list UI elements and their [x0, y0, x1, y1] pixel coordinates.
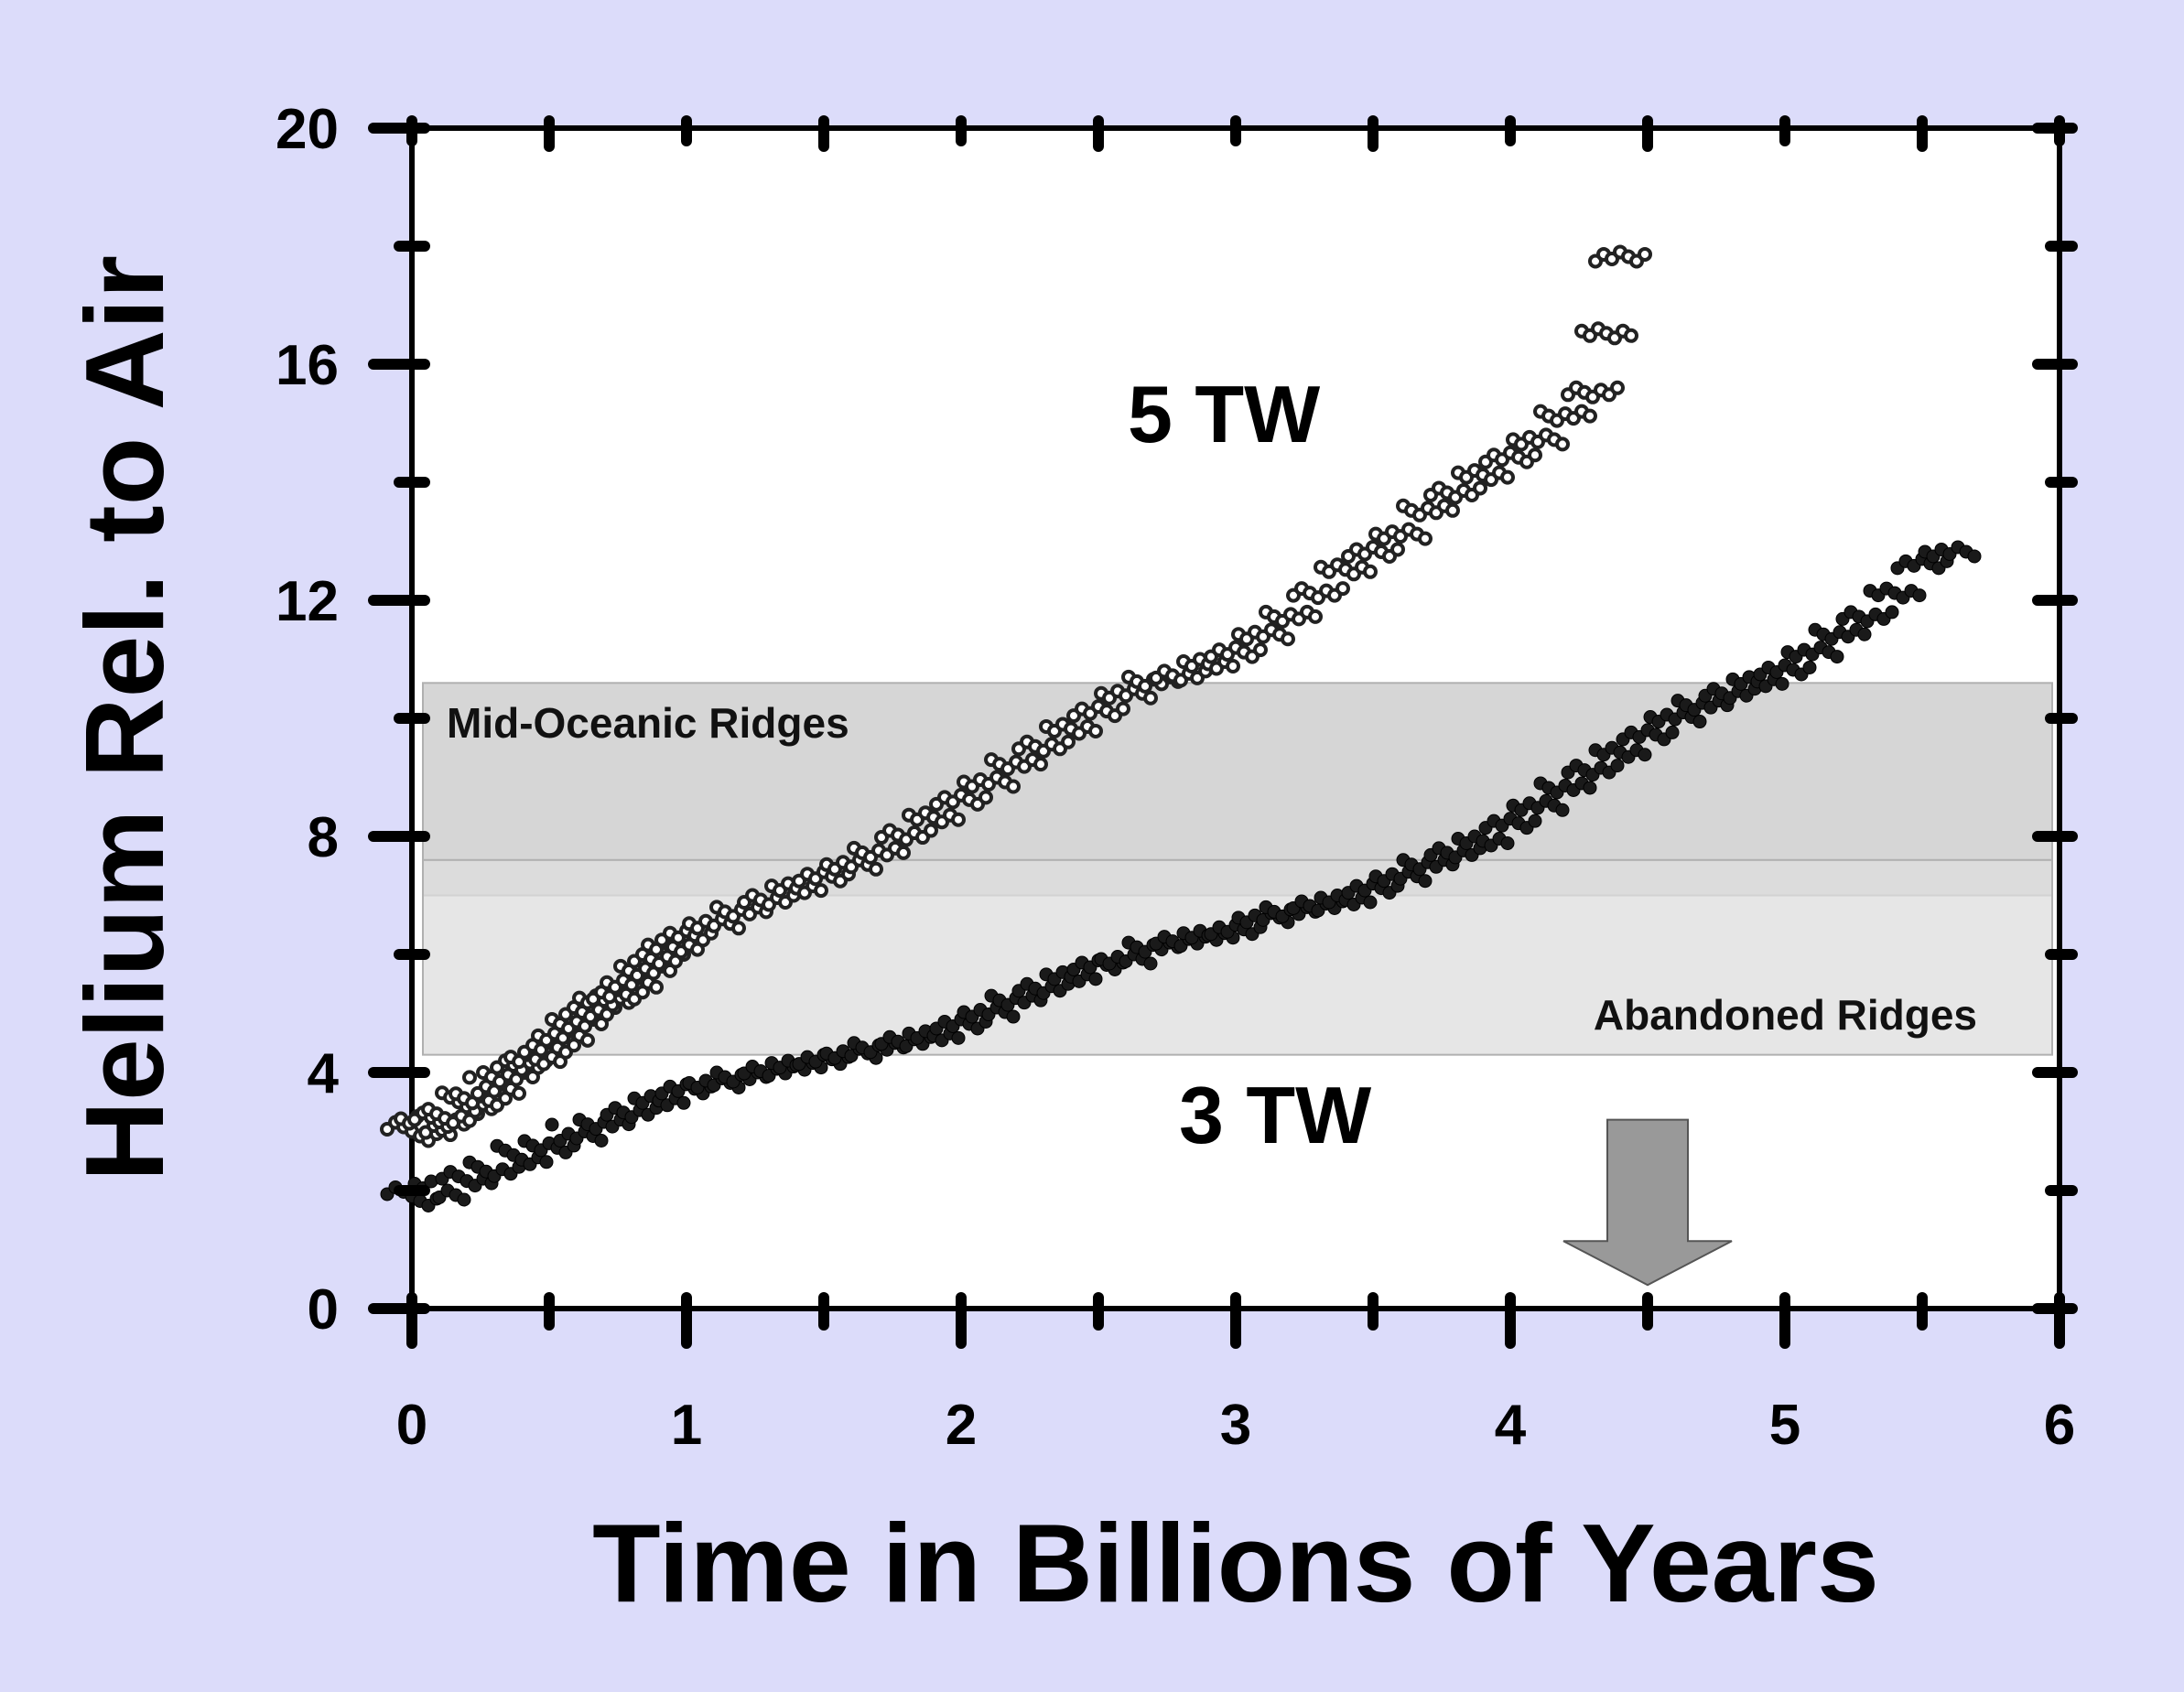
x-tick-label: 4	[1495, 1394, 1527, 1457]
data-point-3tw-4	[490, 1138, 554, 1171]
data-point-3tw-44	[1588, 740, 1652, 764]
series-label-5tw: 5 TW	[1128, 369, 1320, 459]
data-point-3tw-39	[1451, 829, 1515, 853]
y-tick-label: 12	[276, 570, 339, 633]
data-point-5tw-55	[1588, 244, 1652, 269]
data-point-3tw-24	[1039, 965, 1103, 988]
data-point-5tw-51	[1506, 427, 1570, 452]
data-point-5tw-52	[1533, 404, 1597, 428]
x-tick-label: 2	[946, 1394, 977, 1457]
data-point-5tw-30	[929, 787, 993, 812]
y-tick-label: 16	[276, 334, 339, 397]
data-point-3tw-48	[1698, 682, 1762, 706]
data-point-3tw-23	[1011, 976, 1076, 1000]
data-point-3tw-37	[1396, 853, 1460, 877]
data-point-5tw-44	[1314, 557, 1378, 582]
data-point-5tw-22	[709, 900, 773, 924]
data-point-5tw-43	[1286, 581, 1350, 606]
points-layer	[380, 244, 1982, 1212]
data-point-5tw-28	[874, 823, 938, 847]
data-point-3tw-42	[1533, 776, 1597, 800]
y-axis-title: Helium Rel. to Air	[62, 255, 187, 1181]
data-point-3tw-51	[1780, 641, 1844, 664]
data-point-5tw-6	[462, 1070, 526, 1101]
data-point-5tw-39	[1176, 652, 1240, 676]
x-tick-label: 3	[1220, 1394, 1251, 1457]
data-point-5tw-27	[847, 840, 911, 865]
data-point-3tw-1	[407, 1174, 471, 1207]
data-point-5tw-34	[1039, 717, 1103, 741]
data-point-3tw-52	[1808, 622, 1872, 646]
data-point-3tw-2	[435, 1165, 499, 1193]
x-tick-label: 1	[671, 1394, 702, 1457]
data-point-3tw-53	[1835, 605, 1899, 629]
bands-layer	[422, 682, 2053, 1056]
data-point-5tw-48	[1423, 480, 1487, 505]
data-point-5tw-31	[957, 770, 1021, 794]
data-point-5tw-26	[819, 852, 883, 877]
data-point-5tw-35	[1066, 699, 1130, 724]
data-point-5tw-40	[1204, 640, 1268, 664]
data-point-5tw-24	[764, 876, 828, 900]
data-point-3tw-45	[1616, 723, 1680, 747]
data-point-3tw-54	[1863, 581, 1927, 605]
data-point-5tw-32	[984, 752, 1048, 777]
series-label-3tw: 3 TW	[1179, 1070, 1371, 1160]
data-point-5tw-41	[1231, 622, 1295, 647]
x-tick-label: 5	[1769, 1394, 1800, 1457]
data-point-3tw-50	[1753, 658, 1817, 682]
data-point-3tw-20	[929, 1012, 993, 1036]
data-point-5tw-54	[1574, 321, 1638, 346]
data-point-5tw-45	[1341, 539, 1405, 564]
data-point-3tw-41	[1506, 793, 1570, 817]
data-point-5tw-46	[1368, 522, 1433, 546]
data-point-5tw-23	[737, 888, 801, 912]
data-point-5tw-47	[1396, 498, 1460, 523]
data-point-5tw-33	[1011, 734, 1076, 759]
data-point-3tw-56	[1918, 540, 1982, 564]
y-tick-label: 20	[276, 98, 339, 161]
data-point-5tw-36	[1094, 681, 1158, 706]
data-point-5tw-42	[1259, 604, 1323, 629]
data-point-5tw-50	[1478, 445, 1542, 469]
data-point-5tw-49	[1451, 463, 1515, 488]
data-point-5tw-21	[682, 911, 746, 936]
y-tick-label: 8	[308, 806, 339, 869]
data-point-3tw-8	[600, 1101, 664, 1125]
band-abandoned-ridges	[422, 858, 2053, 1056]
x-axis-title: Time in Billions of Years	[592, 1501, 1879, 1625]
x-tick-label: 6	[2044, 1394, 2075, 1457]
data-point-3tw-3	[462, 1155, 526, 1183]
data-point-3tw-46	[1643, 706, 1707, 729]
y-tick-label: 4	[308, 1042, 340, 1105]
y-tick-label: 0	[308, 1278, 339, 1342]
x-tick-label: 0	[396, 1394, 427, 1457]
band-label-mid-oceanic-ridges: Mid-Oceanic Ridges	[447, 699, 849, 747]
down-arrow-marker	[1562, 1118, 1733, 1287]
data-point-3tw-55	[1890, 552, 1954, 576]
data-point-5tw-29	[902, 805, 966, 830]
data-point-5tw-53	[1561, 380, 1625, 404]
data-point-3tw-47	[1670, 694, 1735, 717]
data-point-3tw-43	[1561, 759, 1625, 782]
band-label-abandoned-ridges: Abandoned Ridges	[1594, 991, 1977, 1039]
data-point-3tw-40	[1478, 812, 1542, 835]
data-point-3tw-36	[1368, 865, 1433, 889]
